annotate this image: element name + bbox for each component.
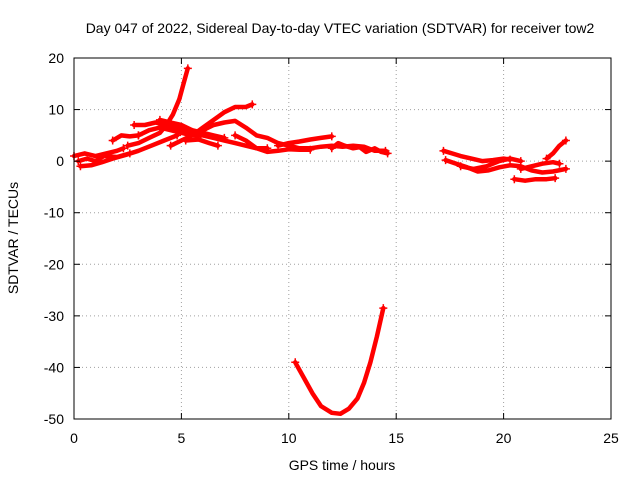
series-arc-10: [181, 136, 222, 150]
series-line: [232, 133, 313, 155]
y-tick-label: -50: [44, 411, 64, 427]
series-line: [110, 133, 141, 143]
data-point-marker: [306, 145, 315, 154]
data-point-marker: [181, 136, 190, 145]
x-tick-label: 5: [178, 430, 186, 446]
data-point-marker: [551, 174, 560, 183]
series-arc-8: [155, 115, 229, 142]
data-point-marker: [76, 162, 85, 171]
data-point-marker: [327, 132, 336, 141]
series-line: [78, 133, 180, 169]
series-line: [518, 159, 562, 172]
data-point-marker: [274, 141, 283, 150]
data-point-marker: [439, 146, 448, 155]
data-point-marker: [516, 164, 525, 173]
data-point-marker: [220, 133, 229, 142]
series-line: [136, 125, 270, 151]
data-point-marker: [516, 157, 525, 166]
data-point-marker: [456, 162, 465, 171]
x-tick-label: 0: [70, 430, 78, 446]
series-arc-12: [231, 131, 315, 155]
axis-ticks: [73, 57, 612, 420]
data-point-marker: [510, 175, 519, 184]
series-arc-14: [327, 140, 392, 158]
series-line: [71, 146, 126, 159]
y-tick-labels: -50 -40 -30 -20 -10 0 10 20: [44, 50, 64, 427]
x-tick-labels: 0 5 10 15 20 25: [70, 430, 619, 446]
data-point-marker: [231, 131, 240, 140]
x-tick-label: 25: [603, 430, 619, 446]
x-tick-label: 20: [496, 430, 512, 446]
series-arc-6: [123, 64, 192, 150]
y-tick-label: 10: [48, 102, 64, 118]
data-point-marker: [183, 64, 192, 73]
series-line: [458, 156, 524, 172]
data-point-marker: [108, 136, 117, 145]
y-tick-label: 20: [48, 50, 64, 66]
series-line: [157, 117, 227, 141]
y-tick-label: -30: [44, 308, 64, 324]
data-point-marker: [291, 358, 300, 367]
data-point-marker: [383, 149, 392, 158]
data-series: [70, 64, 570, 417]
series-line: [512, 175, 558, 183]
plot-frame: [73, 57, 612, 420]
data-point-marker: [166, 141, 175, 150]
data-point-marker: [379, 304, 388, 313]
x-tick-label: 15: [388, 430, 404, 446]
data-point-marker: [327, 144, 336, 153]
data-point-marker: [130, 121, 139, 130]
data-point-marker: [119, 144, 128, 153]
series-arc-19: [510, 174, 560, 184]
y-tick-label: -40: [44, 359, 64, 375]
data-point-marker: [134, 131, 143, 140]
grid-lines: [74, 58, 611, 419]
data-point-marker: [555, 159, 564, 168]
data-point-marker: [198, 126, 207, 135]
x-tick-label: 10: [281, 430, 297, 446]
series-line: [292, 305, 386, 417]
series-arc-18: [456, 156, 525, 172]
data-point-marker: [542, 154, 551, 163]
series-line: [544, 138, 569, 161]
data-point-marker: [561, 164, 570, 173]
data-point-marker: [123, 141, 132, 150]
series-line: [275, 134, 335, 148]
series-arc-13: [274, 132, 336, 150]
y-tick-label: 0: [56, 153, 64, 169]
data-point-marker: [561, 136, 570, 145]
data-point-marker: [155, 115, 164, 124]
chart-title: Day 047 of 2022, Sidereal Day-to-day VTE…: [86, 20, 595, 36]
data-point-marker: [441, 156, 450, 165]
data-point-marker: [213, 141, 222, 150]
y-tick-label: -20: [44, 256, 64, 272]
series-arc-21: [542, 136, 570, 163]
x-axis-label: GPS time / hours: [289, 457, 396, 473]
y-axis-label: SDTVAR / TECUs: [5, 182, 21, 294]
y-tick-label: -10: [44, 205, 64, 221]
series-arc-20: [516, 159, 564, 173]
series-line: [125, 66, 191, 148]
series-line: [183, 137, 221, 148]
series-line: [329, 140, 390, 156]
data-point-marker: [248, 100, 257, 109]
series-arc-15: [291, 304, 388, 417]
